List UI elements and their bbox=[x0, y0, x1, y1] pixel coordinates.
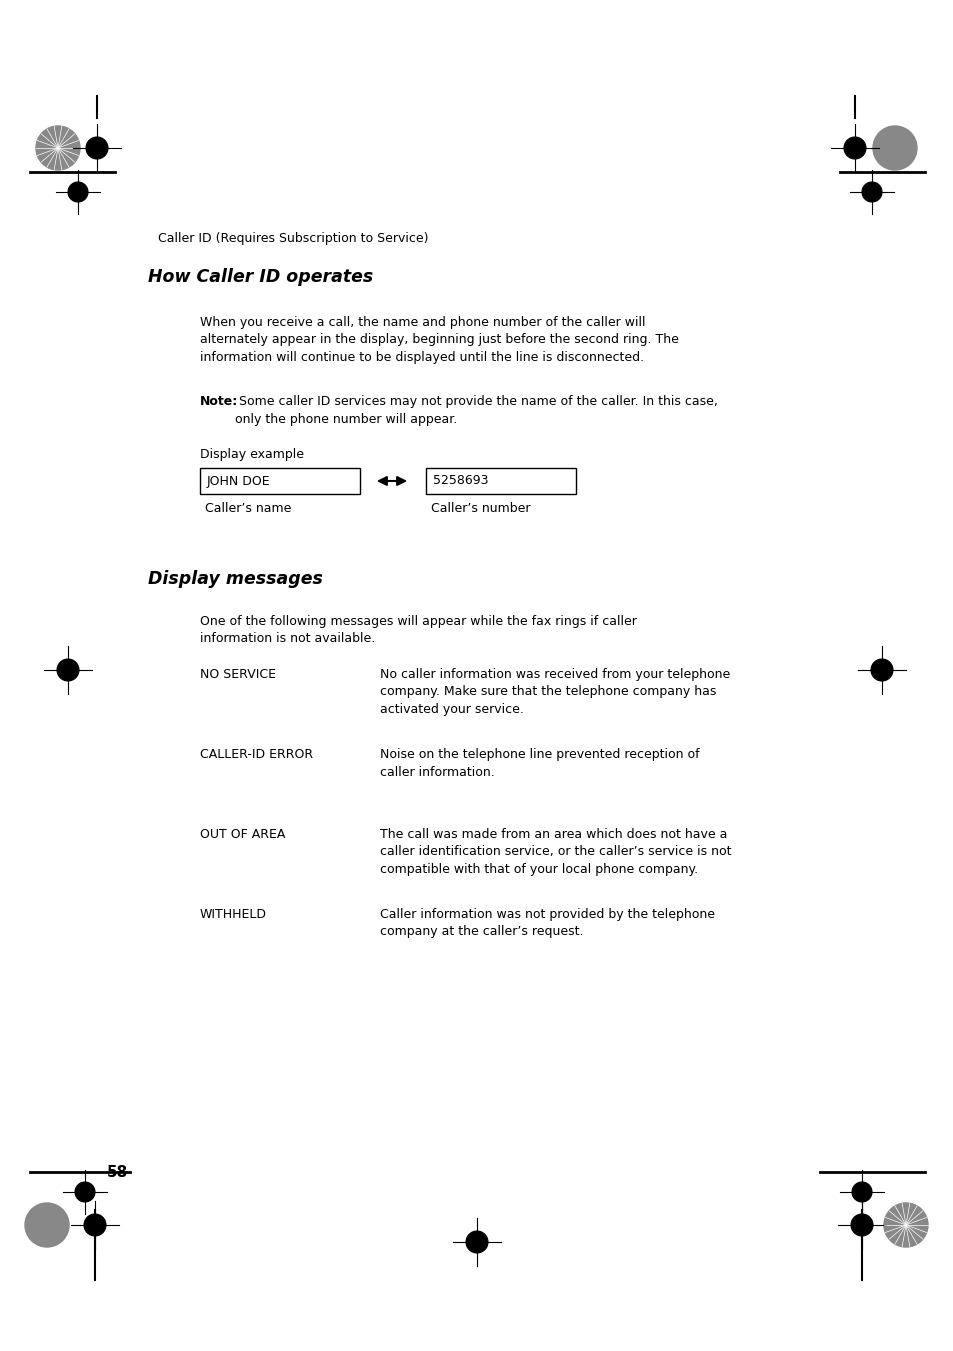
Text: OUT OF AREA: OUT OF AREA bbox=[200, 828, 285, 842]
Circle shape bbox=[883, 1202, 927, 1247]
Circle shape bbox=[858, 1221, 865, 1229]
Circle shape bbox=[25, 1202, 69, 1247]
Circle shape bbox=[851, 1182, 871, 1202]
Text: Caller information was not provided by the telephone
company at the caller’s req: Caller information was not provided by t… bbox=[379, 908, 714, 939]
Circle shape bbox=[93, 145, 101, 151]
Text: How Caller ID operates: How Caller ID operates bbox=[148, 267, 373, 286]
Text: Note:: Note: bbox=[200, 394, 238, 408]
Text: 58: 58 bbox=[107, 1165, 128, 1179]
Text: JOHN DOE: JOHN DOE bbox=[207, 474, 271, 488]
Circle shape bbox=[872, 126, 916, 170]
Bar bbox=[200, 467, 359, 494]
Circle shape bbox=[68, 182, 88, 203]
Text: Some caller ID services may not provide the name of the caller. In this case,
on: Some caller ID services may not provide … bbox=[234, 394, 717, 426]
Text: Noise on the telephone line prevented reception of
caller information.: Noise on the telephone line prevented re… bbox=[379, 748, 699, 778]
Circle shape bbox=[473, 1238, 480, 1246]
Circle shape bbox=[843, 136, 865, 159]
Text: Display messages: Display messages bbox=[148, 570, 322, 588]
Text: Caller’s number: Caller’s number bbox=[431, 503, 530, 515]
Circle shape bbox=[858, 1189, 864, 1196]
Circle shape bbox=[862, 182, 882, 203]
Circle shape bbox=[850, 1215, 872, 1236]
Circle shape bbox=[36, 126, 80, 170]
Text: Caller’s name: Caller’s name bbox=[205, 503, 291, 515]
Text: The call was made from an area which does not have a
caller identification servi: The call was made from an area which doe… bbox=[379, 828, 731, 875]
Circle shape bbox=[870, 659, 892, 681]
Circle shape bbox=[91, 1221, 99, 1229]
Circle shape bbox=[867, 189, 875, 196]
Circle shape bbox=[64, 666, 71, 674]
Circle shape bbox=[84, 1215, 106, 1236]
Text: When you receive a call, the name and phone number of the caller will
alternatel: When you receive a call, the name and ph… bbox=[200, 316, 679, 363]
Text: 5258693: 5258693 bbox=[433, 474, 488, 488]
Text: No caller information was received from your telephone
company. Make sure that t: No caller information was received from … bbox=[379, 667, 729, 716]
Text: Caller ID (Requires Subscription to Service): Caller ID (Requires Subscription to Serv… bbox=[158, 232, 428, 245]
Circle shape bbox=[850, 145, 858, 151]
Circle shape bbox=[75, 1182, 95, 1202]
Text: WITHHELD: WITHHELD bbox=[200, 908, 267, 921]
Circle shape bbox=[465, 1231, 488, 1252]
Bar bbox=[426, 467, 576, 494]
Text: CALLER-ID ERROR: CALLER-ID ERROR bbox=[200, 748, 313, 761]
Text: NO SERVICE: NO SERVICE bbox=[200, 667, 275, 681]
Circle shape bbox=[86, 136, 108, 159]
Circle shape bbox=[74, 189, 81, 196]
Text: Display example: Display example bbox=[200, 449, 304, 461]
Circle shape bbox=[57, 659, 79, 681]
Circle shape bbox=[81, 1189, 89, 1196]
Circle shape bbox=[877, 666, 885, 674]
Text: One of the following messages will appear while the fax rings if caller
informat: One of the following messages will appea… bbox=[200, 615, 637, 646]
